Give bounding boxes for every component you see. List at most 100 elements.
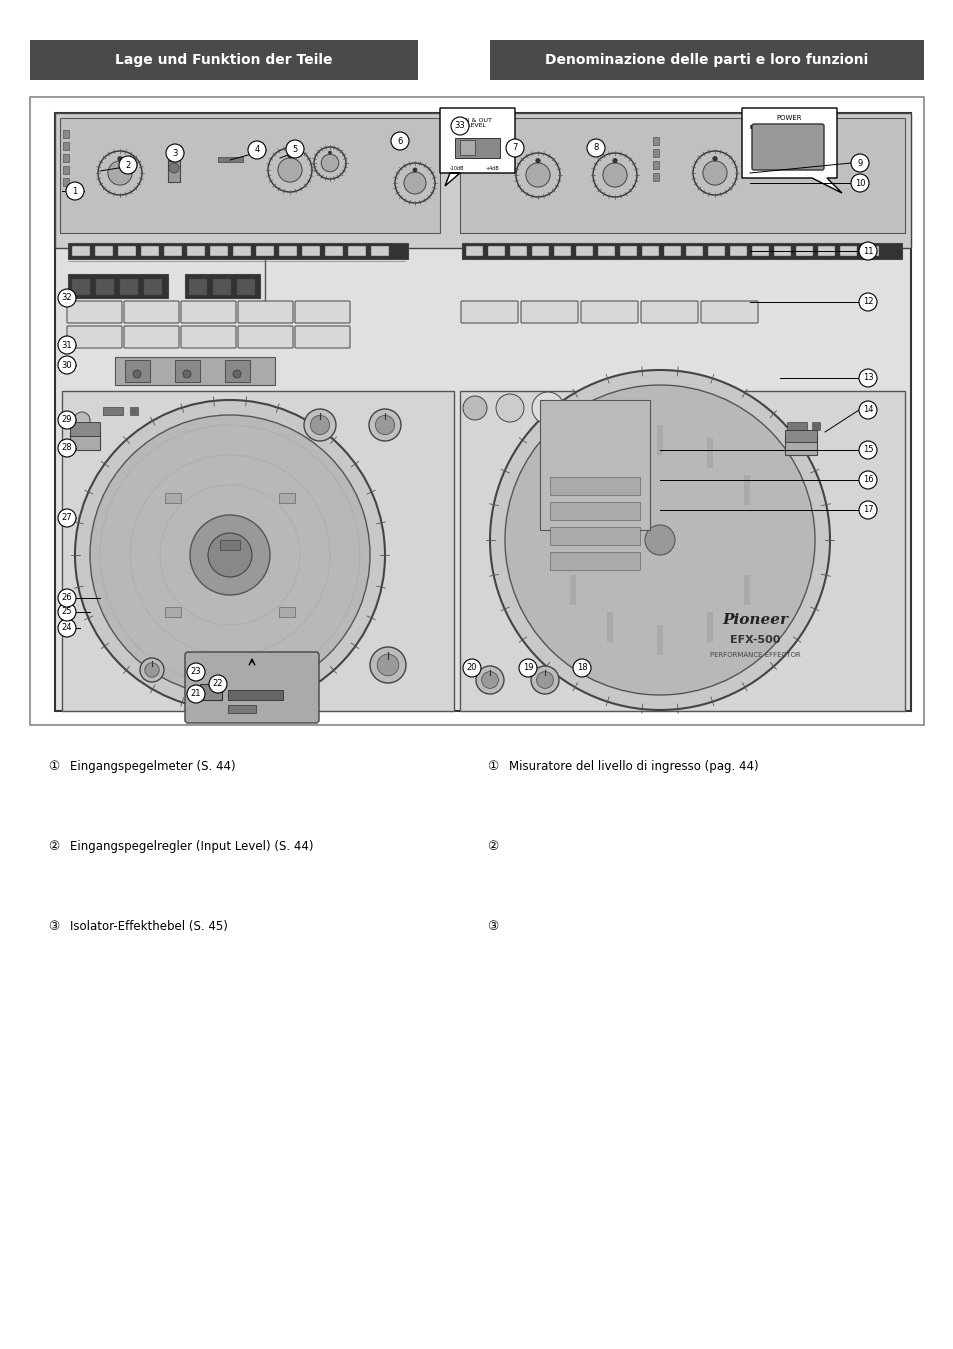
Bar [570,475,576,505]
Bar [62,391,454,711]
Circle shape [119,156,137,174]
Text: 8: 8 [593,143,598,152]
Text: EFX-500: EFX-500 [729,635,780,645]
Circle shape [74,432,90,448]
Circle shape [66,182,84,200]
Circle shape [58,438,76,457]
FancyBboxPatch shape [294,326,350,348]
Text: ③: ③ [48,920,59,934]
Bar [213,279,231,295]
Circle shape [858,401,876,420]
Bar [652,173,659,181]
Circle shape [702,161,726,185]
Bar [685,246,702,256]
Text: 31: 31 [62,340,72,349]
Bar [255,246,274,256]
Circle shape [612,158,617,163]
Circle shape [518,660,537,677]
Bar [68,243,408,259]
Circle shape [858,241,876,260]
Circle shape [140,658,164,683]
Bar [371,246,389,256]
Circle shape [209,674,227,693]
Bar [795,246,812,256]
Bar [130,407,138,415]
Circle shape [504,384,814,695]
Text: 33: 33 [455,121,465,131]
Circle shape [858,441,876,459]
Bar [459,391,904,711]
Circle shape [391,132,409,150]
Bar [490,40,923,80]
Circle shape [462,660,480,677]
Circle shape [850,154,868,173]
FancyBboxPatch shape [67,326,122,348]
FancyBboxPatch shape [520,301,578,322]
Bar [465,246,482,256]
Bar [706,611,712,642]
Circle shape [108,161,132,185]
Text: ■ OFF: ■ OFF [749,124,764,128]
Circle shape [208,533,252,577]
Bar [729,246,746,256]
Text: 7: 7 [512,143,517,152]
Bar [70,422,100,436]
Bar [606,611,613,642]
Circle shape [573,660,590,677]
Circle shape [412,167,417,173]
Circle shape [376,654,398,676]
Circle shape [145,662,159,677]
Bar [168,147,180,182]
Text: 12: 12 [862,298,872,306]
Bar [218,156,243,162]
Circle shape [516,152,559,197]
Circle shape [166,144,184,162]
Circle shape [314,147,346,179]
Bar [63,142,69,150]
FancyBboxPatch shape [185,652,318,723]
Text: ①: ① [486,759,497,773]
Circle shape [462,397,486,420]
Text: -10dB: -10dB [450,166,464,170]
Bar [786,422,806,430]
Bar [278,607,294,616]
Text: 13: 13 [862,374,872,383]
Text: PERFORMANCE EFFECTOR: PERFORMANCE EFFECTOR [709,652,800,658]
Bar [236,279,254,295]
Bar [657,625,662,656]
Circle shape [248,142,266,159]
Circle shape [187,662,205,681]
Bar [510,246,526,256]
Text: ②: ② [486,840,497,853]
Bar [55,113,910,711]
Bar [461,243,901,259]
Circle shape [58,289,76,308]
Bar [63,154,69,162]
Circle shape [712,156,717,162]
Circle shape [58,336,76,353]
Bar [576,246,593,256]
Bar [811,422,820,430]
Circle shape [58,411,76,429]
Bar [657,425,662,455]
Text: ③: ③ [486,920,497,934]
Bar [71,246,90,256]
Bar [663,246,680,256]
Text: Eingangspegelmeter (S. 44): Eingangspegelmeter (S. 44) [70,759,235,773]
Bar [598,246,615,256]
Bar [459,117,904,233]
Bar [96,279,113,295]
Bar [348,246,366,256]
Text: 2: 2 [125,161,131,170]
Bar [570,575,576,604]
Bar [164,246,182,256]
Circle shape [58,590,76,607]
Circle shape [395,163,435,202]
Bar [71,279,90,295]
Bar [30,97,923,724]
Circle shape [277,158,302,182]
Bar [144,279,162,295]
Bar [187,246,205,256]
Bar [302,246,319,256]
Circle shape [451,117,469,135]
